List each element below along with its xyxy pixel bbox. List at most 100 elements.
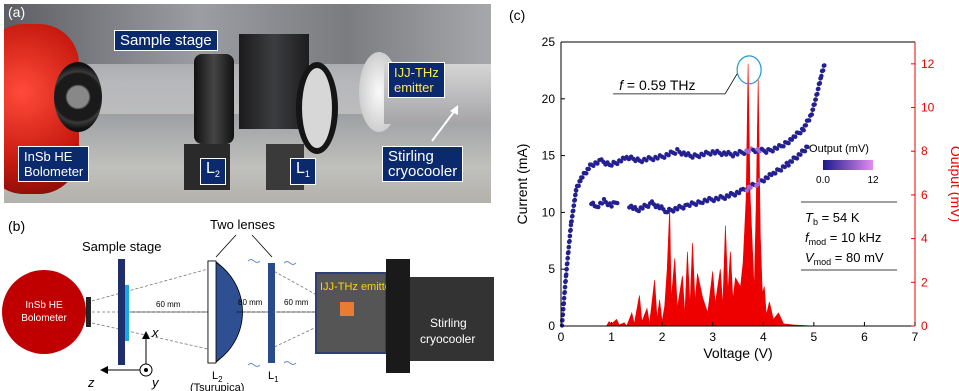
photo-left-ring	[54, 62, 102, 132]
param-symbol: T	[805, 210, 814, 225]
iv-point-outer	[562, 295, 567, 301]
param-symbol: f	[805, 230, 810, 245]
l1-label: L1	[268, 370, 279, 384]
iv-point-inner	[700, 200, 705, 206]
sample-stage-bar	[118, 259, 125, 365]
param-subscript: mod	[809, 237, 827, 247]
y-left-tick-label: 25	[542, 35, 556, 49]
iv-point-outer	[574, 188, 579, 193]
iv-point-inner	[732, 193, 738, 198]
iv-point-outer	[810, 107, 816, 112]
iv-point-outer	[591, 163, 596, 168]
iv-point-outer	[786, 141, 791, 146]
annotation-frequency: f = 0.59 THz	[619, 77, 695, 93]
iv-point-inner	[773, 171, 778, 176]
distance-label-3: 60 mm	[284, 298, 309, 307]
iv-point-inner	[675, 207, 680, 212]
iv-point-outer	[563, 278, 568, 284]
photo-l1-ring	[296, 62, 338, 154]
axis-x-label: x	[151, 325, 159, 340]
axis-z-head	[100, 366, 108, 374]
iv-point-outer	[809, 112, 815, 117]
iv-point-outer	[774, 146, 780, 151]
iv-point-outer	[742, 151, 747, 156]
iv-point-outer	[595, 161, 600, 166]
cryocooler-body	[410, 277, 494, 361]
y-right-tick-label: 6	[921, 188, 928, 202]
axis-y-dot	[144, 368, 148, 372]
iv-point-outer	[573, 192, 578, 197]
iv-point-outer	[568, 227, 573, 233]
y-right-tick-label: 8	[921, 144, 928, 158]
cryocooler-label-line1: Stirling	[430, 316, 467, 330]
iv-point-outer	[822, 63, 827, 68]
iv-point-inner	[794, 156, 800, 161]
iv-point-outer	[561, 306, 566, 312]
x-tick-label: 0	[558, 330, 565, 344]
y-left-tick-label: 15	[542, 149, 556, 163]
iv-point-outer	[580, 175, 585, 180]
param-1: fmod = 10 kHz	[805, 230, 881, 247]
x-tick-label: 5	[811, 330, 818, 344]
iv-point-outer	[746, 149, 751, 154]
iv-point-outer	[562, 290, 567, 295]
x-axis-label: Voltage (V)	[703, 345, 772, 361]
iv-point-outer	[817, 81, 823, 86]
iv-point-outer	[812, 102, 817, 107]
x-tick-label: 1	[608, 330, 615, 344]
iv-point-outer	[618, 159, 624, 164]
iv-point-outer	[639, 159, 645, 165]
axis-x-head	[142, 331, 150, 339]
iv-point-inner	[636, 208, 641, 214]
y-left-tick-label: 5	[548, 262, 555, 276]
param-2: Vmod = 80 mV	[805, 250, 884, 267]
y-right-tick-label: 2	[921, 275, 928, 289]
iv-point-outer	[571, 203, 577, 208]
colorbar-gradient	[823, 160, 873, 170]
iv-point-outer	[564, 266, 569, 272]
iv-point-outer	[770, 149, 775, 154]
iv-point-outer	[567, 238, 572, 244]
iv-point-outer	[662, 155, 667, 160]
iv-point-inner	[761, 179, 767, 184]
iv-point-outer	[781, 144, 786, 149]
colorbar-max-label: 12	[867, 175, 879, 186]
photo-l2-mount	[194, 54, 234, 144]
iv-point-inner	[726, 194, 732, 199]
iv-point-inner	[646, 204, 651, 209]
iv-point-outer	[560, 312, 566, 317]
iv-point-outer	[571, 208, 576, 213]
iv-point-outer	[584, 171, 589, 176]
emitter-label: IJJ-THz emitter	[320, 281, 395, 293]
iv-point-outer	[764, 150, 769, 155]
iv-point-outer	[813, 97, 818, 102]
x-tick-label: 6	[861, 330, 868, 344]
iv-point-outer	[730, 154, 736, 159]
emitter-chip	[340, 302, 354, 316]
x-tick-label: 7	[912, 330, 919, 344]
label-ijj-emitter: IJJ-THz emitter	[388, 62, 445, 98]
optical-diagram: (b) Two lenses Sample stage InSb HE Bolo…	[2, 217, 494, 391]
iv-point-outer	[576, 183, 581, 188]
cryocooler-back	[386, 259, 410, 373]
iv-point-outer	[708, 152, 713, 157]
x-tick-label: 2	[659, 330, 666, 344]
distance-label-2: 80 mm	[238, 298, 263, 307]
iv-point-outer	[821, 68, 826, 73]
iv-point-segment	[609, 204, 614, 209]
sample-stage-label: Sample stage	[82, 239, 162, 254]
param-value: = 10 kHz	[826, 230, 881, 245]
iv-point-segment	[590, 200, 596, 205]
param-subscript: mod	[814, 257, 832, 267]
iv-point-outer	[793, 134, 798, 139]
iv-point-outer	[815, 91, 820, 97]
y-right-tick-label: 10	[921, 101, 935, 115]
iv-point-inner	[671, 209, 676, 214]
iv-point-outer	[564, 272, 569, 277]
iv-point-inner	[756, 181, 761, 186]
label-l1: L1	[290, 158, 316, 186]
iv-point-outer	[735, 152, 740, 157]
y-right-tick-label: 4	[921, 232, 928, 246]
iv-point-outer	[816, 86, 821, 92]
peak-highlight-ellipse	[736, 55, 762, 85]
